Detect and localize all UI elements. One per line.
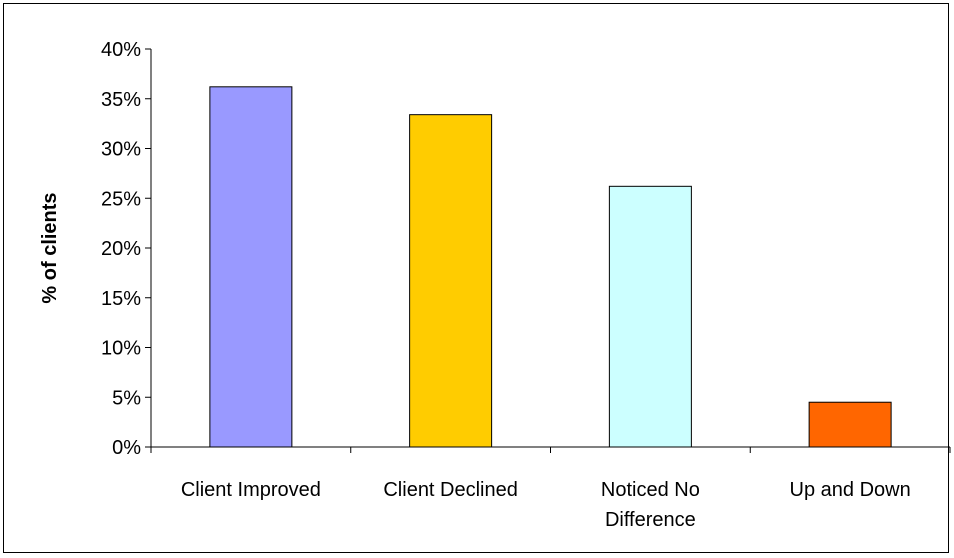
- x-category-label: Client Improved: [181, 479, 321, 501]
- bar: [409, 114, 493, 448]
- bar: [808, 401, 892, 448]
- y-tick-label: 25%: [101, 188, 141, 210]
- x-category-label: Noticed No Difference: [601, 479, 700, 531]
- y-tick-label: 0%: [112, 437, 141, 459]
- y-tick-label: 35%: [101, 89, 141, 111]
- y-axis-title: % of clients: [39, 192, 61, 303]
- y-tick-label: 15%: [101, 288, 141, 310]
- plot-area: 0% 5% 10% 15% 20% 25% 30% 35% 40% Client Improved…: [101, 39, 951, 531]
- y-tick-label: 40%: [101, 39, 141, 61]
- y-tick-label: 30%: [101, 139, 141, 161]
- x-category-label: Up and Down: [790, 479, 911, 501]
- x-category-label: Client Declined: [383, 479, 518, 501]
- y-tick-label: 5%: [112, 387, 141, 409]
- y-tick-label: 20%: [101, 238, 141, 260]
- y-tick-label: 10%: [101, 338, 141, 360]
- bar: [209, 86, 293, 448]
- bar: [608, 185, 692, 448]
